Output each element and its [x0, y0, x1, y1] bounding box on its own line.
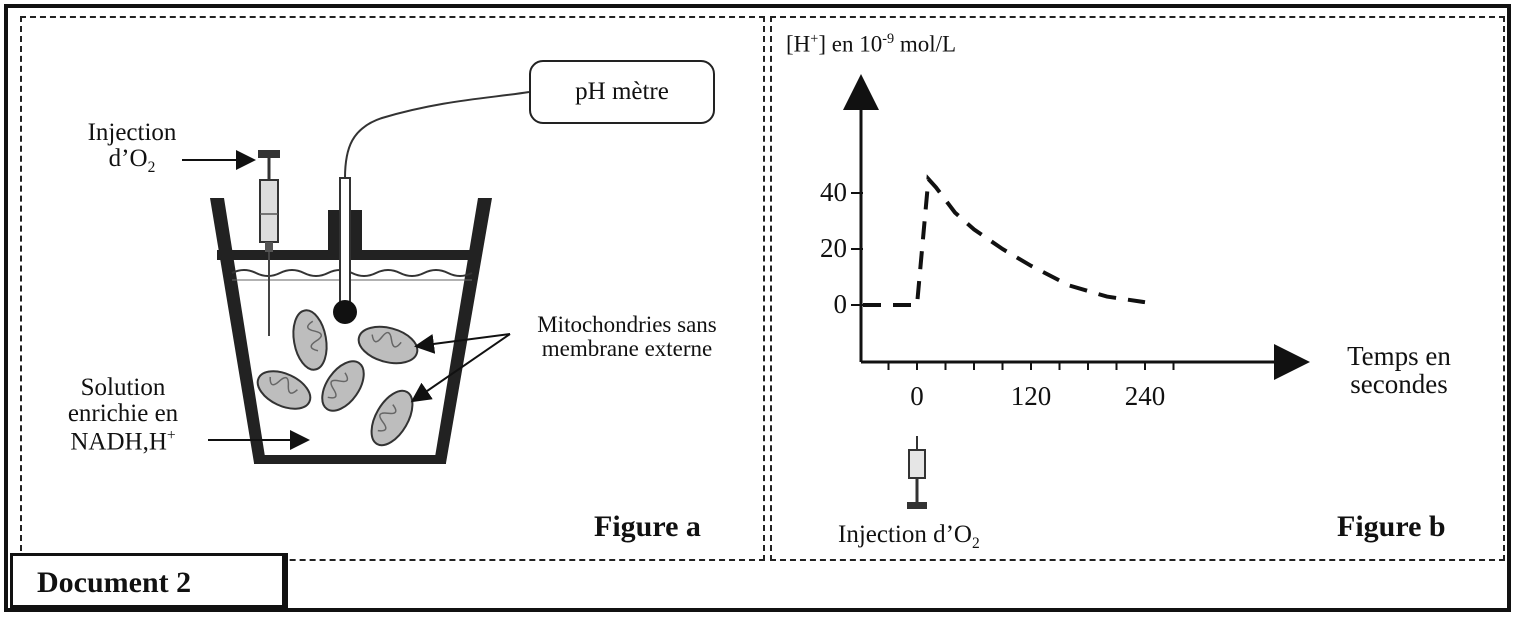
syringe-icon: [907, 436, 927, 509]
mito-arrow-2: [410, 333, 511, 403]
mitochondrion: [370, 389, 414, 447]
hplus-time-chart: [843, 74, 1310, 509]
solution-label: Solution enrichie en NADH,H+: [50, 374, 196, 455]
ph-meter-box: pH mètre: [529, 60, 715, 124]
x-tick-label: 0: [910, 381, 924, 411]
axis-ticks: [851, 192, 1175, 370]
x-axis-label-line1: Temps en: [1347, 341, 1451, 371]
figure-a-panel: pH mètre Injection d’O2 Mitochondries sa…: [20, 16, 765, 561]
injection-label: Injection d’O2: [838, 521, 980, 552]
injection-label-line2: d’O2: [108, 145, 156, 177]
beaker-right-wall: [434, 198, 492, 463]
y-tick-label: 20: [820, 233, 847, 263]
document-label: Document 2: [37, 566, 192, 599]
mitochondria-label-line1: Mitochondries sans: [537, 312, 717, 337]
series-line: [863, 174, 1146, 307]
solution-label-line3: NADH,H+: [70, 426, 176, 455]
beaker-bottom: [254, 455, 446, 464]
ph-probe: [333, 91, 530, 324]
mitochondrion: [321, 360, 365, 412]
beaker-left-wall: [210, 198, 266, 463]
injection-label-line1: Injection: [87, 119, 177, 146]
x-tick-label: 240: [1124, 381, 1166, 411]
document-tab: Document 2: [10, 553, 288, 611]
y-axis-label: [H+] en 10-9 mol/L: [786, 31, 957, 57]
syringe-icon: [258, 150, 280, 336]
mitochondrion: [256, 370, 312, 410]
y-tick-label: 0: [833, 289, 848, 319]
experimental-setup-illustration: [182, 91, 530, 464]
x-axis-label-line2: secondes: [1350, 369, 1448, 400]
x-tick-label: 120: [1010, 381, 1052, 411]
injection-label: Injection d’O2: [70, 119, 194, 177]
figure-a-label: Figure a: [594, 510, 701, 543]
mitochondria-group: [256, 309, 419, 447]
x-axis-label: Temps en secondes: [1324, 342, 1474, 399]
document-frame: pH mètre Injection d’O2 Mitochondries sa…: [4, 4, 1511, 612]
mitochondrion: [357, 325, 419, 365]
figure-b-panel: 0 20 40 0 120 240 [H+] en 10-9 mol/L Temps en…: [770, 16, 1505, 561]
mitochondrion: [292, 309, 328, 371]
solution-label-line2: enrichie en: [67, 400, 179, 428]
solution-label-line1: Solution: [80, 374, 166, 401]
mitochondria-label: Mitochondries sans membrane externe: [517, 312, 737, 362]
liquid-surface: [231, 269, 473, 277]
figure-b-label: Figure b: [1337, 510, 1446, 543]
ph-meter-label: pH mètre: [575, 78, 669, 105]
mito-arrow-1: [414, 333, 511, 354]
mitochondria-label-line2: membrane externe: [541, 336, 713, 362]
y-tick-label: 40: [820, 177, 847, 207]
